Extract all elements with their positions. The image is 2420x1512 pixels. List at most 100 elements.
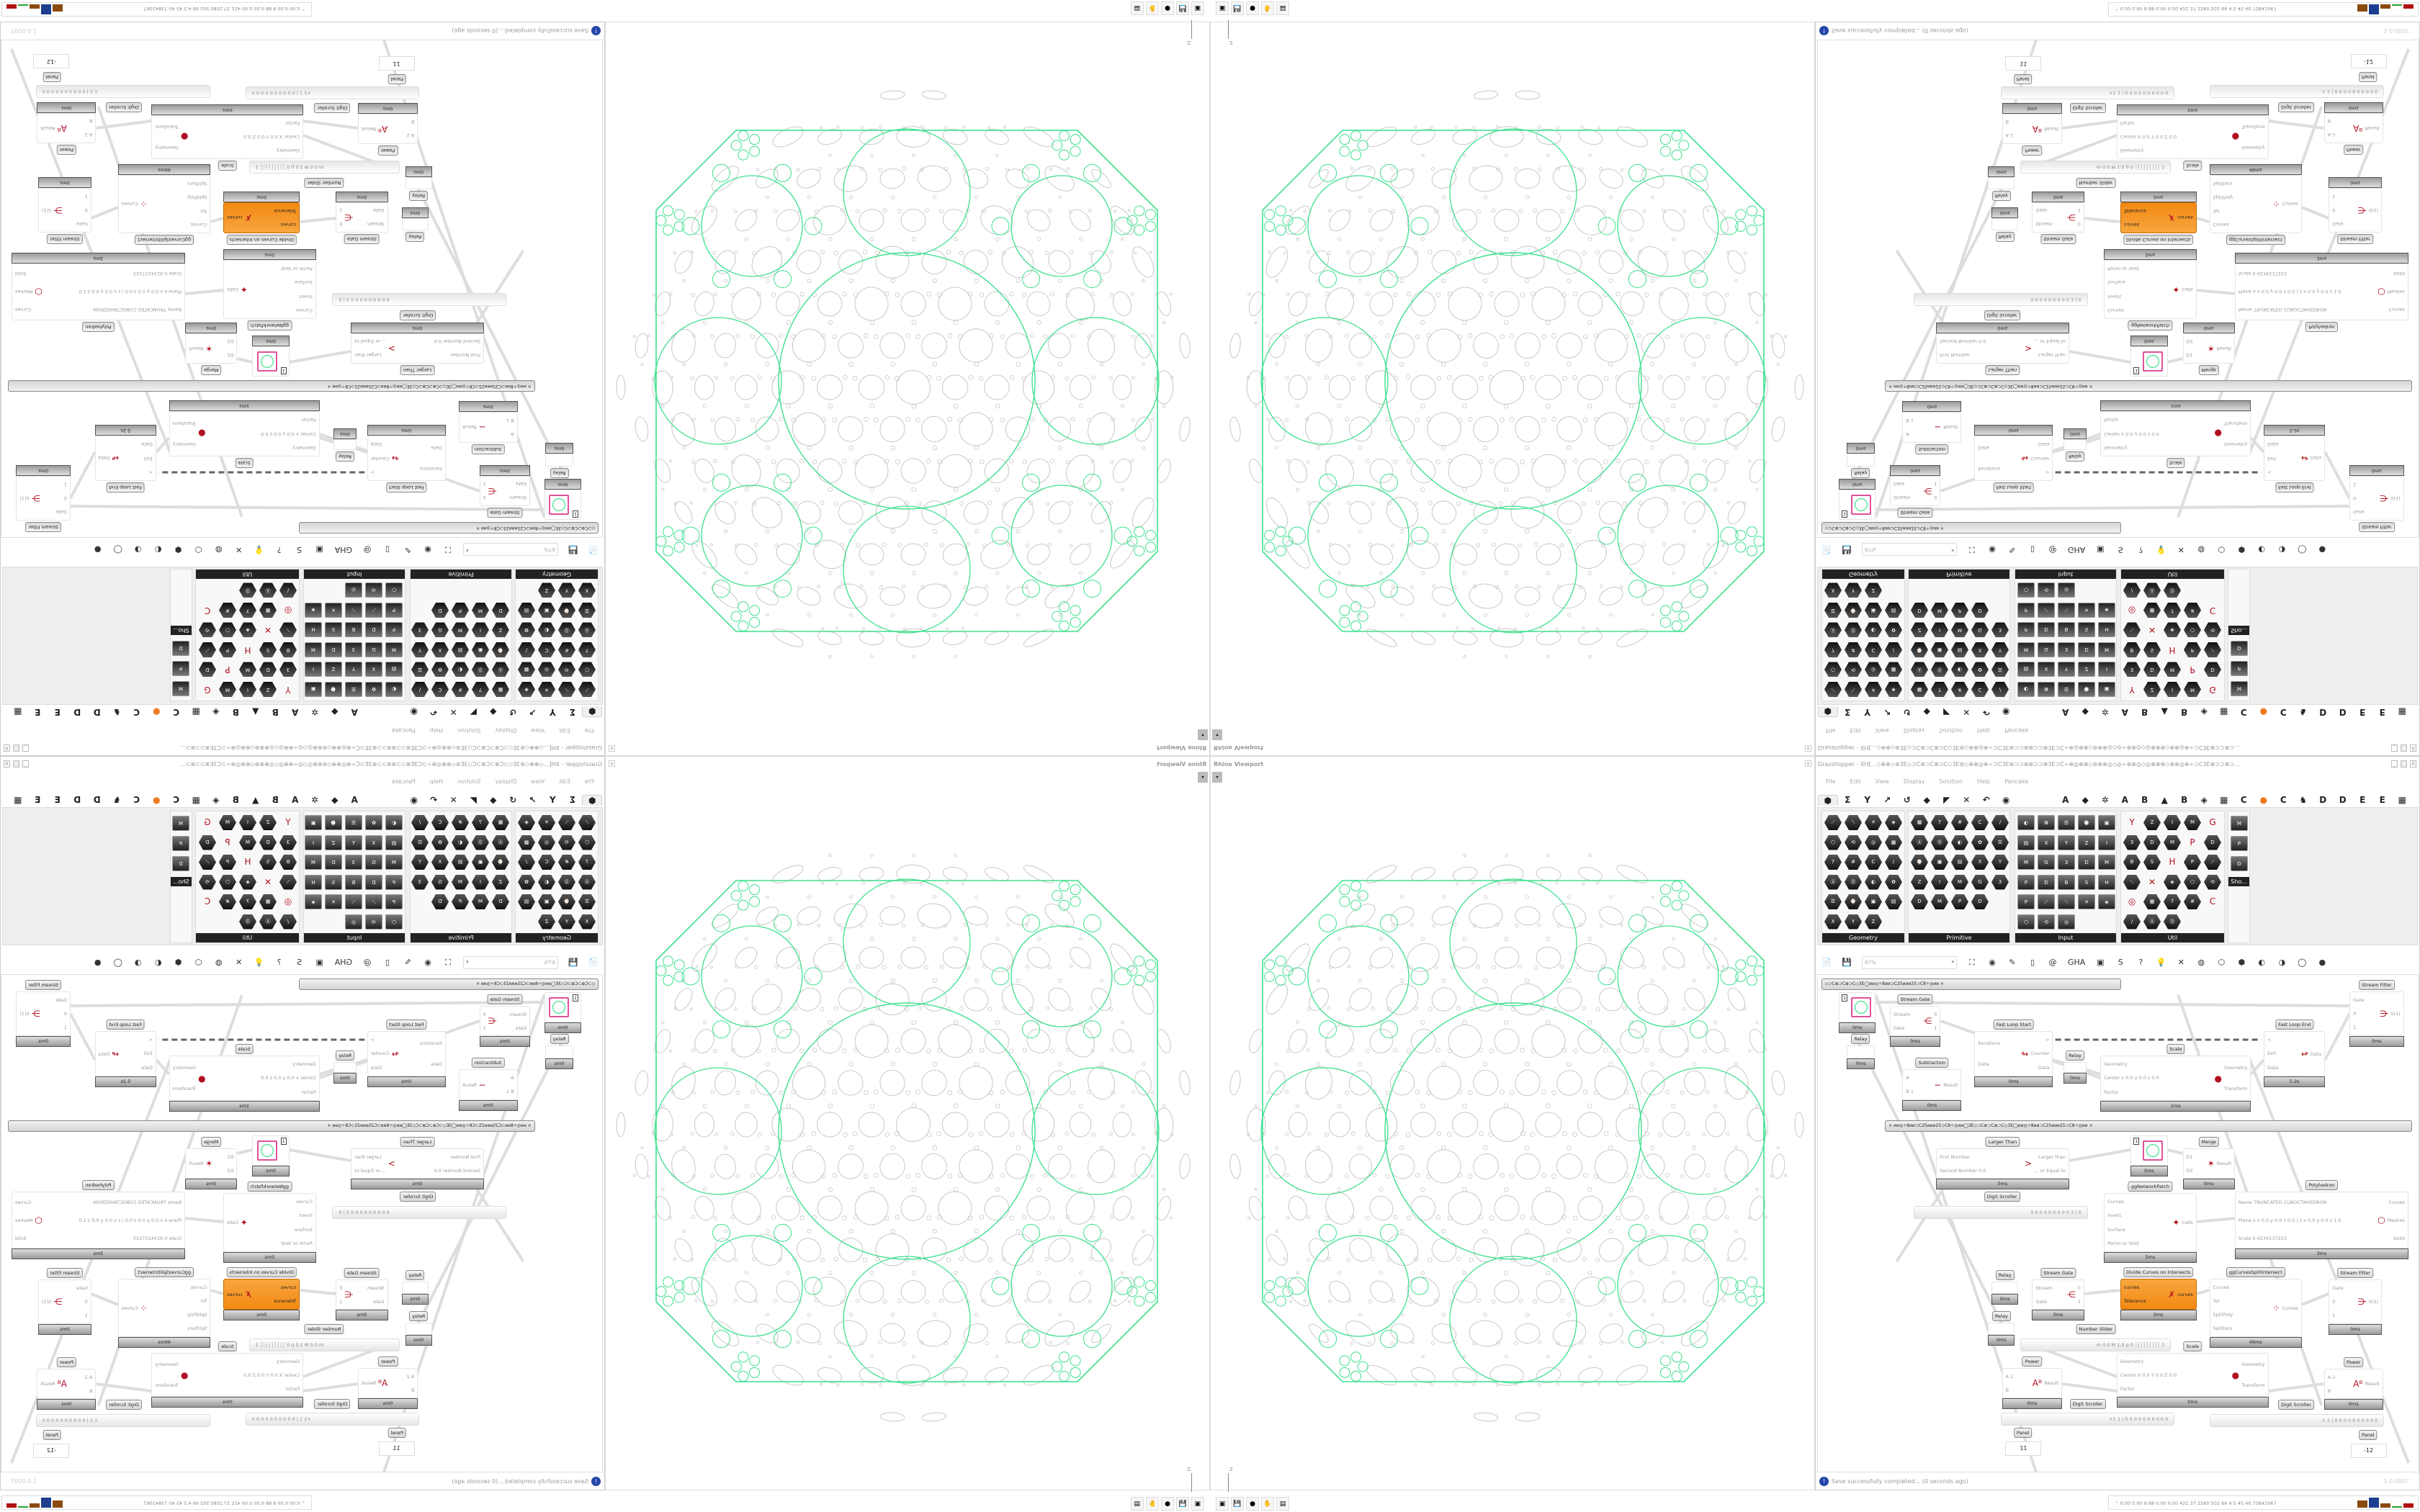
stream-filter-label[interactable]: Stream Filter	[47, 1268, 83, 1278]
tab-9[interactable]: ◉	[2002, 795, 2010, 805]
tab-7[interactable]: ✕	[449, 795, 457, 805]
power-component[interactable]: A 2 B Aᴮ Result 0ms	[2002, 1368, 2063, 1409]
component-body[interactable]: Geometry Center X 0.0 Y 0.0 Z 0.0 Factor ● G…	[151, 115, 304, 159]
stream-gate-label[interactable]: Stream Gate	[2040, 234, 2076, 244]
sketch-icon[interactable]: ✎	[404, 958, 411, 967]
component-icon[interactable]: M	[2098, 855, 2115, 870]
tab-1[interactable]: Σ	[1845, 707, 1851, 717]
input-gate[interactable]: Gate	[2332, 1284, 2344, 1291]
relay-component[interactable]: 0ms	[1988, 166, 2015, 189]
input-a[interactable]: A	[1906, 431, 1909, 438]
output-curves[interactable]: Curves	[2282, 1305, 2299, 1311]
ring-icon[interactable]: ⬡	[2218, 545, 2226, 554]
output-curves[interactable]: curves	[227, 215, 243, 221]
menu-item-edit[interactable]: Edit	[559, 727, 570, 734]
component-icon[interactable]: ◎	[284, 896, 292, 906]
ggnetworkpatch-component[interactable]: Curves Invert Surface Perim or Void ✦ Cells 5m…	[223, 1193, 316, 1263]
component-icon[interactable]: H	[2098, 622, 2115, 638]
slider-label[interactable]: Digit Scroller	[314, 103, 351, 113]
component-icon[interactable]: M	[472, 603, 489, 618]
input-b[interactable]: B	[89, 118, 93, 125]
tab-3[interactable]: ↗	[529, 707, 537, 717]
input-geometry[interactable]: Geometry	[2120, 1358, 2144, 1364]
tab-15[interactable]: A	[292, 795, 299, 805]
component-icon[interactable]: X	[1824, 583, 1842, 598]
component-body[interactable]: D1 D2 ✶ Result	[185, 333, 238, 364]
ribbon-panel-label[interactable]: Geometry	[1822, 933, 1904, 942]
component-icon[interactable]: Y	[2129, 685, 2135, 695]
component-icon[interactable]: Z	[325, 662, 342, 678]
component-icon[interactable]: ▤	[452, 642, 469, 657]
panel-label[interactable]: Panel	[2359, 1430, 2378, 1440]
new-file-icon[interactable]: 📄	[588, 958, 599, 967]
input-curves[interactable]: Curves	[2107, 1198, 2124, 1205]
bulb-icon[interactable]: 💡	[254, 545, 264, 554]
input-second[interactable]: Second Number 0.0	[1940, 1167, 1986, 1174]
menu-item-pancake[interactable]: Pancake	[391, 778, 416, 785]
component-icon[interactable]: I	[472, 623, 489, 638]
scale-label[interactable]: Scale	[218, 1341, 237, 1351]
input-first[interactable]: First Number	[450, 1153, 480, 1160]
output-s1[interactable]: S(1)	[19, 1011, 30, 1017]
component-icon[interactable]: Y	[558, 914, 575, 930]
ribbon-panel-label[interactable]: Util	[2121, 933, 2224, 942]
component-body[interactable]	[1847, 454, 1875, 467]
wire-icon[interactable]: ✕	[236, 958, 243, 967]
slider-control[interactable]: -1 2 | 0 0 0 0 0 0 0 0 0 0	[35, 85, 211, 98]
component-icon[interactable]: 3	[2058, 855, 2075, 870]
component-icon[interactable]: ☰	[1824, 894, 1842, 909]
component-icon[interactable]: ◎	[538, 835, 555, 850]
component-icon[interactable]: P	[385, 622, 403, 638]
component-body[interactable]: Geometry Center x 0.0 y 0.0 z 0.0 Factor ● G…	[169, 1056, 320, 1101]
component-icon[interactable]: ✿	[431, 662, 449, 678]
relay-label[interactable]: Relay	[550, 1034, 569, 1044]
component-icon[interactable]: M	[239, 835, 256, 850]
input-stream[interactable]: Stream	[367, 1284, 385, 1291]
component-body[interactable]: First Number Second Number 0.0 > Larger tha…	[351, 1148, 484, 1179]
component-icon[interactable]: I	[2164, 682, 2181, 697]
input-gate[interactable]: Gate	[55, 996, 67, 1003]
input-curves[interactable]: Curves	[2107, 307, 2124, 314]
bulb-icon[interactable]: 💡	[254, 958, 264, 967]
cluster-icon[interactable]: ▯	[385, 545, 390, 554]
component-body[interactable]: 1	[252, 346, 290, 377]
component-icon[interactable]: Ⓐ	[2143, 914, 2161, 930]
output-transform[interactable]: Transform	[2224, 420, 2248, 426]
input-center[interactable]: Center X 0.0 Y 0.0 Z 0.0	[2120, 134, 2177, 140]
input-1[interactable]: 1	[84, 1313, 88, 1319]
polyhedron-label[interactable]: Polyhedron	[2305, 1180, 2338, 1190]
component-icon[interactable]: ▣	[1865, 603, 1882, 618]
component-icon[interactable]: D	[2231, 856, 2248, 871]
wire-icon[interactable]: ✕	[2177, 545, 2184, 554]
larger-than-label[interactable]: Larger Than	[400, 365, 435, 375]
component-icon[interactable]: D	[1911, 603, 1928, 618]
component-body[interactable]: < Exit Data ↫ Data	[2264, 436, 2326, 481]
subtraction-label[interactable]: Subtraction	[471, 444, 505, 454]
relay-label[interactable]: Relay	[1991, 191, 2011, 201]
component-icon[interactable]: Z	[1865, 583, 1882, 598]
input-geometry[interactable]: Geometry	[2104, 1061, 2128, 1067]
component-icon[interactable]: ⟋	[2204, 855, 2221, 870]
tab-0[interactable]: ⬢	[582, 794, 602, 806]
output-result[interactable]: Result	[2044, 126, 2059, 132]
component-icon[interactable]: ◎	[345, 914, 362, 930]
component-icon[interactable]: 7	[578, 642, 596, 657]
scale-component[interactable]: Geometry Center X 0.0 Y 0.0 Z 0.0 Factor ● G…	[2116, 1353, 2269, 1408]
input-b[interactable]: B 1	[506, 417, 514, 423]
input-0[interactable]: 0	[63, 1010, 67, 1017]
stream-filter-label[interactable]: Stream Filter	[2359, 522, 2395, 532]
output-0[interactable]: 0	[483, 495, 486, 501]
component-icon[interactable]: ⟋	[1824, 815, 1842, 830]
input-surface[interactable]: Surface	[295, 279, 313, 286]
menu-item-view[interactable]: View	[1875, 778, 1889, 785]
input-first[interactable]: First Number	[1940, 1153, 1970, 1160]
input-name[interactable]: Name TRUNCATED CUBOCTAHEDRON	[2238, 307, 2327, 313]
slider-label[interactable]: Number Slider	[304, 1324, 344, 1334]
input-tol[interactable]: Tol	[200, 1297, 207, 1304]
component-icon[interactable]: P	[219, 642, 236, 657]
input-d1[interactable]: D1	[2186, 352, 2193, 359]
ribbon-panel-label[interactable]: Primitive	[1909, 933, 2009, 942]
component-icon[interactable]: ⬡	[219, 875, 236, 890]
sketch-icon[interactable]: ✎	[2009, 958, 2016, 967]
tab-23[interactable]: C	[133, 707, 140, 717]
